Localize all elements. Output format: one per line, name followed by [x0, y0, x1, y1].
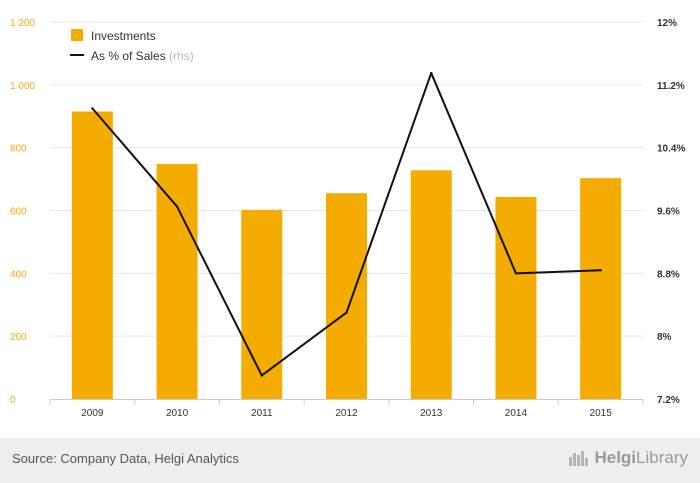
line-point: [345, 311, 348, 314]
y-right-tick-label: 8.8%: [657, 269, 680, 280]
x-tick-label: 2015: [590, 408, 613, 419]
y-left-tick-label: 0: [10, 395, 16, 406]
y-left-tick-label: 400: [10, 269, 27, 280]
brand-name-light: Library: [636, 448, 688, 467]
footer: Source: Company Data, Helgi Analytics He…: [0, 438, 700, 483]
line-point: [91, 107, 94, 110]
axes: 0 200 400 600 800 1 000 1 200 7.2% 8% 8.8% 9.6% 10.…: [10, 18, 685, 419]
y-right-tick-label: 11.2%: [657, 81, 685, 92]
chart: 0 200 400 600 800 1 000 1 200 7.2% 8% 8.8% 9.6% 10.…: [10, 18, 685, 419]
line-point: [514, 272, 518, 275]
x-tick-label: 2013: [420, 408, 443, 419]
line-point: [430, 71, 433, 75]
brand-name: HelgiLibrary: [594, 448, 688, 468]
legend-label-investments: Investments: [91, 29, 156, 43]
bar: [495, 196, 537, 399]
legend-label-percent-of-sales: As % of Sales (rhs): [91, 49, 194, 63]
source-note: Source: Company Data, Helgi Analytics: [12, 451, 239, 466]
y-right-tick-label: 9.6%: [657, 207, 680, 218]
y-right-tick-label: 7.2%: [657, 395, 680, 406]
y-left-tick-label: 800: [10, 144, 27, 155]
bar: [326, 193, 367, 399]
helgi-library-logo-icon: [569, 451, 589, 466]
legend: Investments As % of Sales (rhs): [70, 29, 194, 63]
y-right-tick-label: 8%: [657, 332, 672, 343]
bar: [241, 209, 283, 399]
line-series-percent-of-sales: [91, 71, 602, 377]
y-right-tick-label: 10.4%: [657, 144, 685, 155]
y-left-tick-label: 600: [10, 207, 27, 218]
y-left-tick-label: 1 000: [10, 81, 35, 92]
bar: [156, 164, 198, 399]
line-point: [175, 205, 179, 208]
y-right-tick-label: 12%: [657, 18, 677, 29]
legend-swatch-investments: [71, 29, 83, 41]
brand-name-bold: Helgi: [594, 448, 637, 467]
x-tick-label: 2011: [251, 408, 273, 419]
legend-label-percent-of-sales-text: As % of Sales: [91, 49, 166, 63]
bar-series-investments: [71, 111, 622, 399]
x-tick-label: 2014: [505, 408, 528, 419]
brand-logo[interactable]: HelgiLibrary: [568, 448, 688, 468]
x-tick-label: 2010: [166, 408, 189, 419]
bar: [71, 111, 113, 399]
x-tick-label: 2009: [81, 408, 104, 419]
y-left-tick-label: 1 200: [10, 18, 35, 29]
bar: [580, 178, 622, 399]
y-left-tick-label: 200: [10, 332, 27, 343]
x-tick-label: 2012: [335, 408, 358, 419]
line-point: [599, 268, 602, 272]
bar: [410, 170, 452, 399]
legend-rhs-note: (rhs): [169, 49, 194, 63]
line-point: [260, 374, 263, 377]
